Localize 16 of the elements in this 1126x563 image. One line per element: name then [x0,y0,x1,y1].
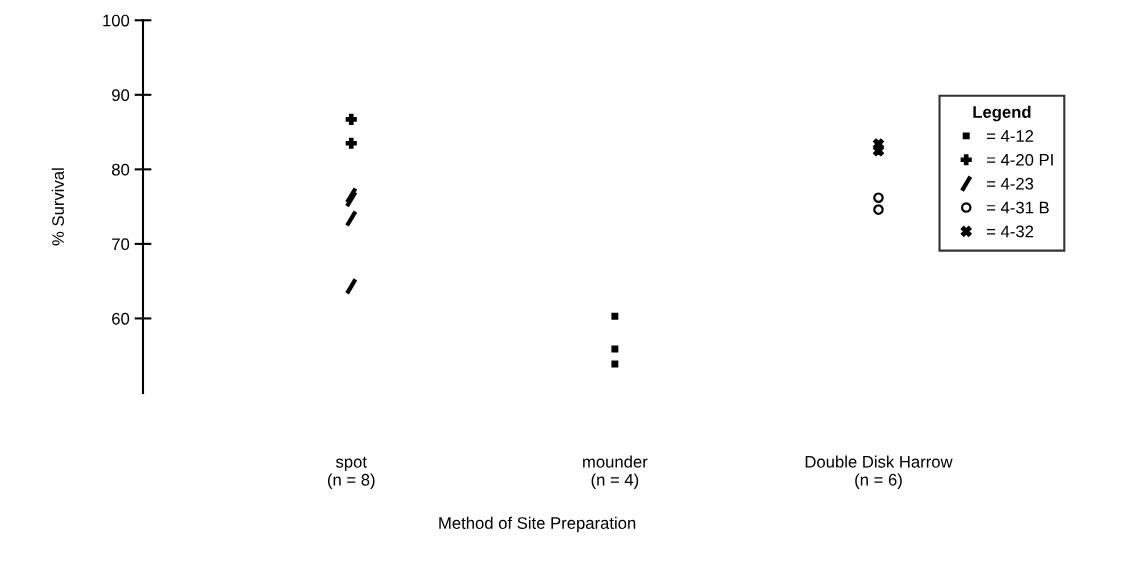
y-tick-label: 70 [112,238,130,251]
x-axis-title: Method of Site Preparation [439,516,636,533]
legend-label: = 4-32 [987,225,1034,238]
y-tick-label: 90 [112,89,130,102]
legend-title: Legend [973,105,1031,122]
x-tick-label: Double Disk Harrow (n = 6) [805,455,953,489]
y-axis-title: % Survival [51,168,64,246]
legend-label: = 4-12 [987,130,1034,142]
y-tick-label: 100 [103,14,130,27]
x-tick-label: mounder (n = 4) [583,455,648,489]
x-tick-label: spot (n = 8) [327,456,375,489]
legend-label: = 4-23 [987,177,1034,190]
y-tick-label: 60 [112,312,130,325]
legend-label: = 4-31 B [987,201,1049,214]
y-tick-label: 80 [112,163,130,176]
legend-label: = 4-20 PI [987,153,1053,166]
